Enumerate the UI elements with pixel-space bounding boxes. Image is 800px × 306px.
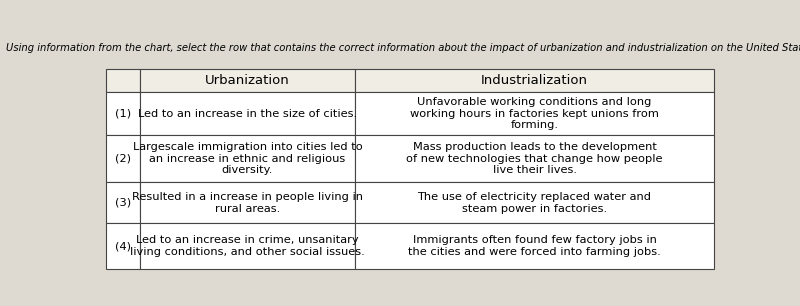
Text: Urbanization: Urbanization — [205, 74, 290, 87]
Text: Led to an increase in the size of cities.: Led to an increase in the size of cities… — [138, 109, 357, 119]
Text: (3): (3) — [115, 198, 131, 208]
Text: (4): (4) — [115, 241, 131, 251]
Text: Industrialization: Industrialization — [481, 74, 588, 87]
Bar — [355, 223, 714, 269]
Bar — [106, 223, 140, 269]
Text: Using information from the chart, select the row that contains the correct infor: Using information from the chart, select… — [6, 43, 800, 53]
Bar — [355, 135, 714, 182]
Bar — [355, 92, 714, 135]
Bar — [140, 182, 355, 223]
Text: Largescale immigration into cities led to
an increase in ethnic and religious
di: Largescale immigration into cities led t… — [133, 142, 362, 175]
Bar — [355, 69, 714, 92]
Bar — [106, 92, 140, 135]
Text: Unfavorable working conditions and long
working hours in factories kept unions f: Unfavorable working conditions and long … — [410, 97, 659, 130]
Text: The use of electricity replaced water and
steam power in factories.: The use of electricity replaced water an… — [418, 192, 651, 214]
Bar — [140, 69, 355, 92]
Text: Led to an increase in crime, unsanitary
living conditions, and other social issu: Led to an increase in crime, unsanitary … — [130, 235, 365, 257]
Text: Mass production leads to the development
of new technologies that change how peo: Mass production leads to the development… — [406, 142, 663, 175]
Text: Resulted in a increase in people living in
rural areas.: Resulted in a increase in people living … — [132, 192, 363, 214]
Bar — [140, 223, 355, 269]
Bar — [106, 135, 140, 182]
Text: (2): (2) — [115, 154, 131, 164]
Bar — [106, 69, 140, 92]
Text: (1): (1) — [115, 109, 131, 119]
Bar — [140, 92, 355, 135]
Bar — [140, 135, 355, 182]
Bar — [106, 182, 140, 223]
Bar — [355, 182, 714, 223]
Text: Immigrants often found few factory jobs in
the cities and were forced into farmi: Immigrants often found few factory jobs … — [408, 235, 661, 257]
